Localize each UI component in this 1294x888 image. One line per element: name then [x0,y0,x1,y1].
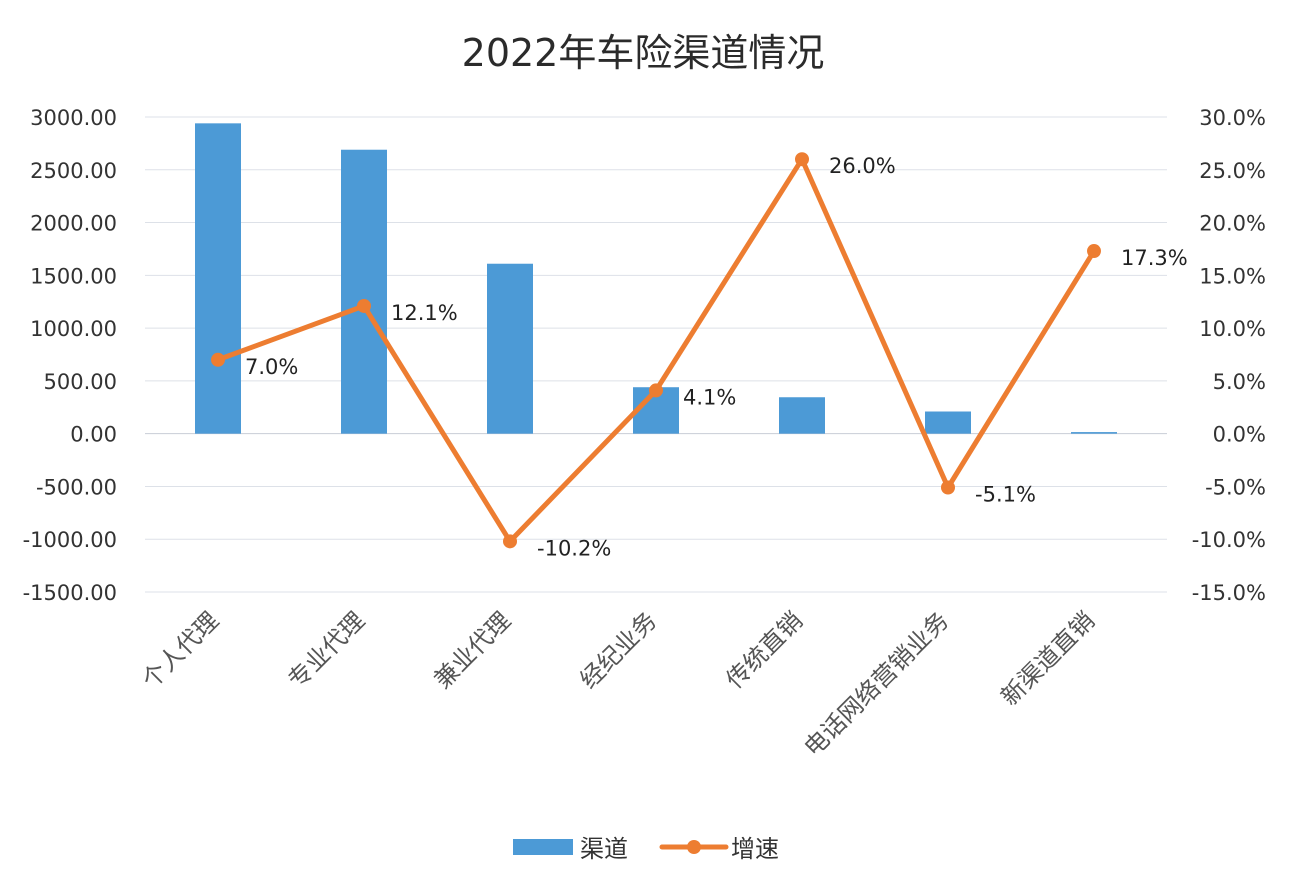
line-point [503,534,517,549]
gridlines [145,116,1167,593]
category-label: 电话网络营销业务 [799,606,955,762]
category-label: 兼业代理 [429,606,517,694]
right-y-axis: 30.0% 25.0% 20.0% 15.0% 10.0% 5.0% 0.0% -5.0% -1… [1192,106,1266,605]
left-tick-label: -1500.00 [23,581,117,605]
category-label: 新渠道直销 [996,606,1101,711]
legend-label: 渠道 [580,835,628,863]
chart-title: 2022年车险渠道情况 [462,31,825,75]
line-point [649,383,663,398]
line-point [1087,244,1101,259]
right-tick-label: 10.0% [1199,317,1266,341]
bar [195,123,241,434]
right-tick-label: 5.0% [1213,370,1266,394]
data-label: 17.3% [1121,246,1188,270]
right-tick-label: 25.0% [1199,159,1266,183]
left-tick-label: 0.00 [70,423,117,447]
left-tick-label: -500.00 [36,475,117,499]
data-label: 7.0% [245,355,298,379]
category-label: 经纪业务 [575,606,663,694]
line-series: 7.0% 12.1% -10.2% 4.1% 26.0% -5.1% 17.3% [211,152,1188,560]
left-tick-label: 500.00 [44,370,117,394]
bar [779,397,825,434]
right-tick-label: -5.0% [1205,475,1266,499]
left-tick-label: 3000.00 [30,106,117,130]
right-tick-label: 20.0% [1199,212,1266,236]
left-tick-label: 2000.00 [30,212,117,236]
right-tick-label: -15.0% [1192,581,1266,605]
legend-bar-swatch [513,839,573,855]
category-label: 传统直销 [721,606,809,694]
data-label: 26.0% [829,154,896,178]
legend-line-marker [687,840,701,854]
legend: 渠道 增速 [513,835,779,863]
category-label: 专业代理 [283,606,371,694]
bar [487,263,533,434]
legend-label: 增速 [731,835,779,863]
right-tick-label: 30.0% [1199,106,1266,130]
data-label: 12.1% [391,301,458,325]
category-label: 个人代理 [137,606,225,694]
right-tick-label: 0.0% [1213,423,1266,447]
right-tick-label: -10.0% [1192,528,1266,552]
data-label: -10.2% [537,536,611,560]
bar [925,411,971,434]
bar-series [195,123,1117,434]
left-y-axis: 3000.00 2500.00 2000.00 1500.00 1000.00 500.0… [23,106,117,605]
left-tick-label: 2500.00 [30,159,117,183]
line-point [211,352,225,367]
left-tick-label: 1500.00 [30,264,117,288]
left-tick-label: 1000.00 [30,317,117,341]
line-point [941,480,955,495]
line-point [357,298,371,313]
left-tick-label: -1000.00 [23,528,117,552]
right-tick-label: 15.0% [1199,264,1266,288]
bar [1071,432,1117,434]
bar [341,149,387,434]
data-label: 4.1% [683,385,736,409]
data-label: -5.1% [975,483,1036,507]
line-point [795,152,809,167]
